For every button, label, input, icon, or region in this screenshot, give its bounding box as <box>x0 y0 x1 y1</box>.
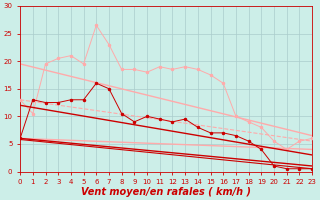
X-axis label: Vent moyen/en rafales ( km/h ): Vent moyen/en rafales ( km/h ) <box>81 187 251 197</box>
